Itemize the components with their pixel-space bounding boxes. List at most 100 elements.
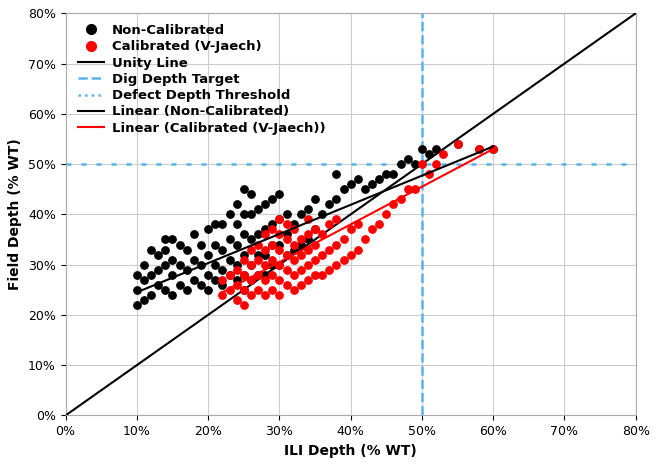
Point [288,271,299,278]
Point [488,145,498,153]
Point [438,151,449,158]
Point [388,200,399,208]
Point [317,211,328,218]
Point [260,291,270,299]
Point [267,241,278,248]
Point [195,241,206,248]
Point [281,231,291,238]
Point [232,241,242,248]
Point [331,216,342,223]
Point [245,191,256,198]
Point [203,286,213,294]
Point [303,276,313,283]
Point [253,271,263,278]
Point [217,281,228,288]
Point [345,180,356,188]
Point [295,236,306,243]
Point [167,236,178,243]
Point [310,226,320,233]
Point [274,261,285,268]
Point [317,271,328,278]
Point [232,200,242,208]
Point [224,286,235,294]
Point [139,276,149,283]
Point [409,160,420,168]
Point [217,291,228,299]
Point [474,145,484,153]
Point [338,256,349,263]
Point [274,261,285,268]
Point [353,176,363,183]
Point [232,221,242,228]
Point [274,241,285,248]
Point [310,226,320,233]
Point [288,226,299,233]
Point [245,211,256,218]
Point [210,221,220,228]
Point [367,226,377,233]
Point [253,286,263,294]
Point [381,211,392,218]
Point [253,231,263,238]
Point [417,145,427,153]
Point [238,211,249,218]
Point [274,291,285,299]
Point [160,261,170,268]
Point [260,246,270,253]
Point [245,276,256,283]
Point [281,266,291,274]
Point [160,286,170,294]
Point [331,241,342,248]
Point [267,241,278,248]
Point [203,271,213,278]
Point [324,200,334,208]
Point [388,171,399,178]
Point [295,241,306,248]
Point [374,221,384,228]
Point [281,211,291,218]
Point [274,276,285,283]
Point [303,261,313,268]
Point [224,236,235,243]
Point [195,281,206,288]
Point [167,271,178,278]
Point [224,271,235,278]
Point [238,231,249,238]
Point [174,241,185,248]
Point [253,271,263,278]
Point [374,176,384,183]
Point [367,180,377,188]
Point [409,185,420,193]
Point [310,256,320,263]
Point [424,151,434,158]
Point [153,281,163,288]
Point [417,160,427,168]
Point [245,291,256,299]
Point [245,261,256,268]
Point [174,261,185,268]
Point [267,256,278,263]
Point [217,246,228,253]
Point [238,286,249,294]
Point [210,276,220,283]
Point [295,211,306,218]
Point [360,185,370,193]
Point [331,261,342,268]
Point [452,140,463,148]
Point [288,221,299,228]
Point [153,251,163,258]
Point [182,286,192,294]
Point [238,286,249,294]
Point [210,241,220,248]
Point [281,251,291,258]
Point [345,251,356,258]
Point [488,145,498,153]
Point [331,171,342,178]
Point [267,226,278,233]
Point [331,196,342,203]
Point [310,241,320,248]
Point [189,276,199,283]
Point [281,236,291,243]
Point [232,281,242,288]
Point [431,160,442,168]
